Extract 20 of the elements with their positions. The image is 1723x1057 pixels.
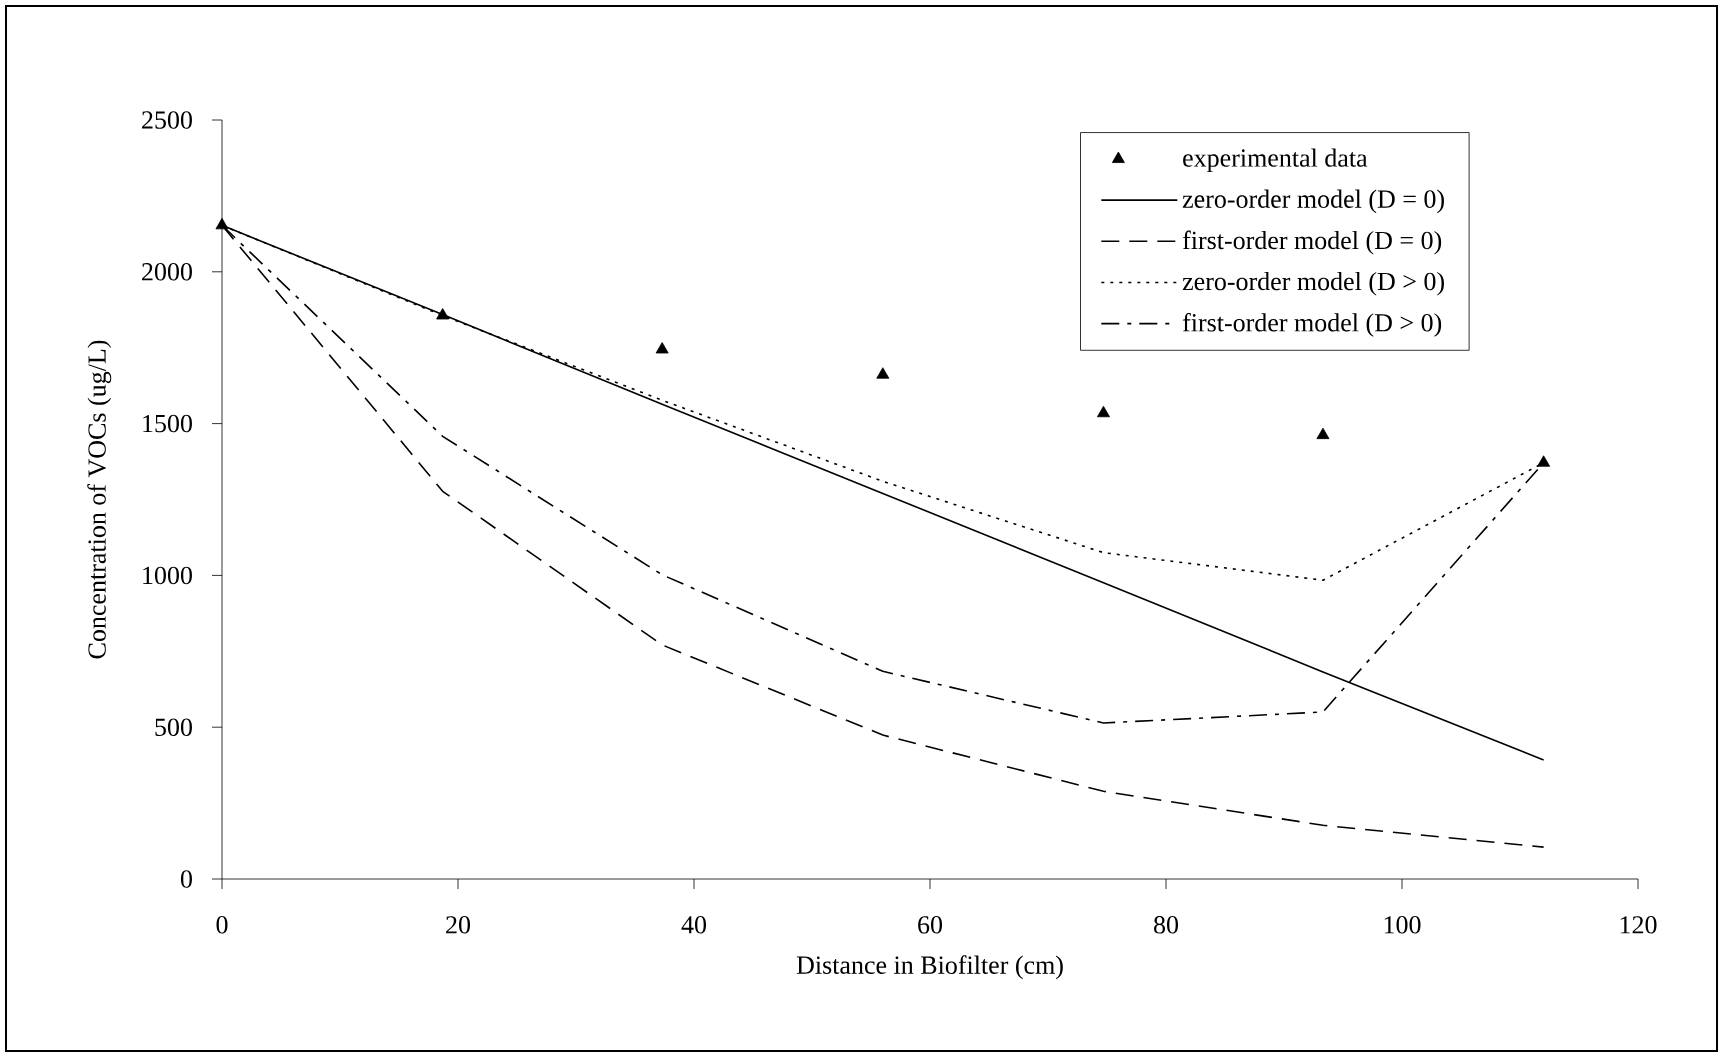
y-tick-label: 1500 — [143, 414, 192, 433]
legend-label: zero-order model (D = 0) — [1182, 189, 1444, 214]
x-tick-label: 20 — [446, 916, 471, 934]
y-tick-label: 2000 — [142, 263, 192, 281]
x-tick-label: 60 — [918, 916, 943, 934]
x-tick-label: 0 — [216, 916, 228, 934]
y-axis-title: Concentration of VOCs (ug/L) — [87, 340, 112, 659]
x-tick-label: 40 — [681, 916, 707, 934]
y-tick-label: 0 — [180, 870, 192, 888]
x-tick-label: 100 — [1384, 916, 1421, 934]
x-axis-title: Distance in Biofilter (cm) — [796, 955, 1063, 980]
legend-label: first-order model (D = 0) — [1182, 230, 1442, 255]
x-tick-label: 120 — [1620, 916, 1657, 934]
y-tick-label: 500 — [155, 718, 192, 736]
y-tick-label: 2500 — [142, 111, 192, 129]
legend-label: first-order model (D > 0) — [1182, 312, 1442, 337]
y-tick-label: 1000 — [143, 566, 192, 585]
x-tick-label: 80 — [1154, 916, 1179, 934]
legend-label: zero-order model (D > 0) — [1182, 271, 1444, 296]
legend-label: experimental data — [1183, 148, 1368, 173]
